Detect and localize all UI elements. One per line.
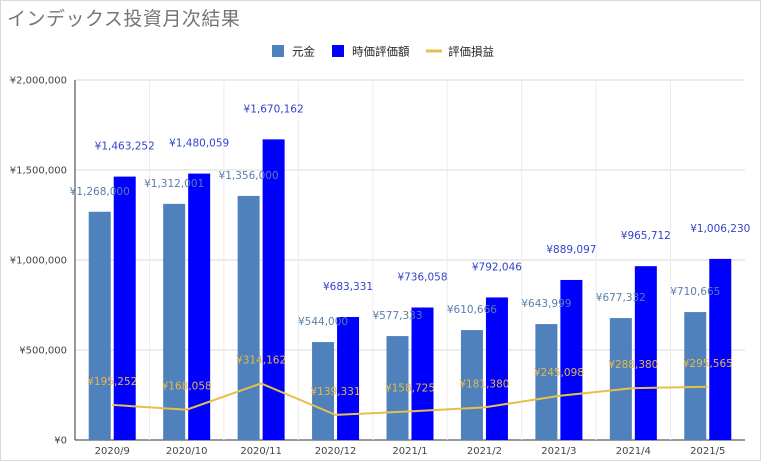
data-label-gain: ¥139,331 bbox=[311, 386, 361, 398]
data-label-market-value: ¥683,331 bbox=[323, 281, 373, 293]
bar-principal bbox=[386, 336, 409, 440]
data-label-market-value: ¥1,480,059 bbox=[169, 138, 229, 150]
data-label-market-value: ¥1,670,162 bbox=[244, 103, 304, 115]
x-tick-label: 2020/9 bbox=[95, 446, 130, 457]
bar-principal bbox=[88, 211, 111, 440]
x-tick-label: 2021/3 bbox=[541, 446, 576, 457]
grid-lines bbox=[75, 79, 745, 441]
data-label-gain: ¥288,380 bbox=[608, 359, 658, 371]
data-label-gain: ¥195,252 bbox=[87, 376, 137, 388]
y-tick-label: ¥0 bbox=[54, 436, 67, 447]
data-label-principal: ¥544,000 bbox=[298, 316, 348, 328]
data-label-market-value: ¥889,097 bbox=[546, 244, 596, 256]
bar-market-value bbox=[411, 307, 434, 440]
bar-market-value bbox=[485, 297, 508, 440]
bar-market-value bbox=[709, 258, 732, 440]
data-label-market-value: ¥1,463,252 bbox=[95, 141, 155, 153]
y-tick-label: ¥2,000,000 bbox=[10, 76, 67, 87]
legend: 元金 時価評価額 評価損益 bbox=[272, 45, 494, 59]
y-tick-label: ¥1,000,000 bbox=[10, 256, 67, 267]
bar-principal bbox=[237, 195, 260, 440]
data-label-gain: ¥314,162 bbox=[236, 354, 286, 366]
data-label-principal: ¥1,356,000 bbox=[219, 170, 279, 182]
x-tick-label: 2020/11 bbox=[240, 446, 282, 457]
data-label-gain: ¥158,725 bbox=[385, 382, 435, 394]
data-label-principal: ¥610,666 bbox=[447, 304, 497, 316]
bar-market-value bbox=[188, 173, 211, 440]
legend-entry: 時価評価額 bbox=[352, 45, 410, 59]
data-label-market-value: ¥1,006,230 bbox=[690, 223, 750, 235]
bar-market-value bbox=[262, 139, 285, 440]
legend-swatch bbox=[332, 45, 344, 57]
y-tick-label: ¥1,500,000 bbox=[10, 166, 67, 177]
chart-title: インデックス投資月次結果 bbox=[7, 8, 241, 30]
y-tick-label: ¥500,000 bbox=[19, 346, 67, 357]
data-label-gain: ¥245,098 bbox=[534, 367, 584, 379]
data-labels: ¥1,268,000 ¥1,463,252 ¥1,312,001 ¥1,480,059… bbox=[70, 103, 751, 398]
bar-principal bbox=[609, 318, 632, 440]
x-tick-label: 2021/1 bbox=[392, 446, 427, 457]
bar-principal bbox=[163, 203, 186, 440]
bars bbox=[88, 139, 732, 441]
bar-market-value bbox=[113, 176, 136, 441]
data-label-market-value: ¥792,046 bbox=[472, 261, 522, 273]
x-tick-label: 2021/5 bbox=[690, 446, 725, 457]
bar-market-value bbox=[560, 279, 583, 440]
x-tick-label: 2020/12 bbox=[315, 446, 357, 457]
data-label-principal: ¥1,312,001 bbox=[144, 178, 204, 190]
x-tick-label: 2020/10 bbox=[166, 446, 208, 457]
data-label-principal: ¥643,999 bbox=[521, 298, 571, 310]
bar-principal bbox=[460, 330, 483, 440]
x-tick-label: 2021/4 bbox=[616, 446, 651, 457]
data-label-principal: ¥677,332 bbox=[596, 292, 646, 304]
bar-market-value bbox=[337, 317, 360, 440]
axes: ¥0 ¥500,000 ¥1,000,000 ¥1,500,000 ¥2,000,000… bbox=[10, 76, 726, 458]
x-tick-label: 2021/2 bbox=[467, 446, 502, 457]
data-label-principal: ¥1,268,000 bbox=[70, 186, 130, 198]
bar-principal bbox=[535, 324, 558, 440]
data-label-gain: ¥181,380 bbox=[459, 378, 509, 390]
legend-swatch bbox=[272, 45, 284, 57]
data-label-market-value: ¥736,058 bbox=[397, 272, 447, 284]
legend-entry: 評価損益 bbox=[448, 45, 494, 59]
data-label-gain: ¥295,565 bbox=[683, 358, 733, 370]
data-label-market-value: ¥965,712 bbox=[621, 230, 671, 242]
legend-entry: 元金 bbox=[292, 45, 315, 59]
bar-principal bbox=[684, 312, 707, 440]
bar-market-value bbox=[634, 266, 657, 440]
bar-principal bbox=[312, 342, 335, 440]
data-label-principal: ¥710,665 bbox=[670, 286, 720, 298]
data-label-gain: ¥168,058 bbox=[162, 381, 212, 393]
line-series bbox=[112, 382, 708, 416]
data-label-principal: ¥577,333 bbox=[372, 310, 422, 322]
